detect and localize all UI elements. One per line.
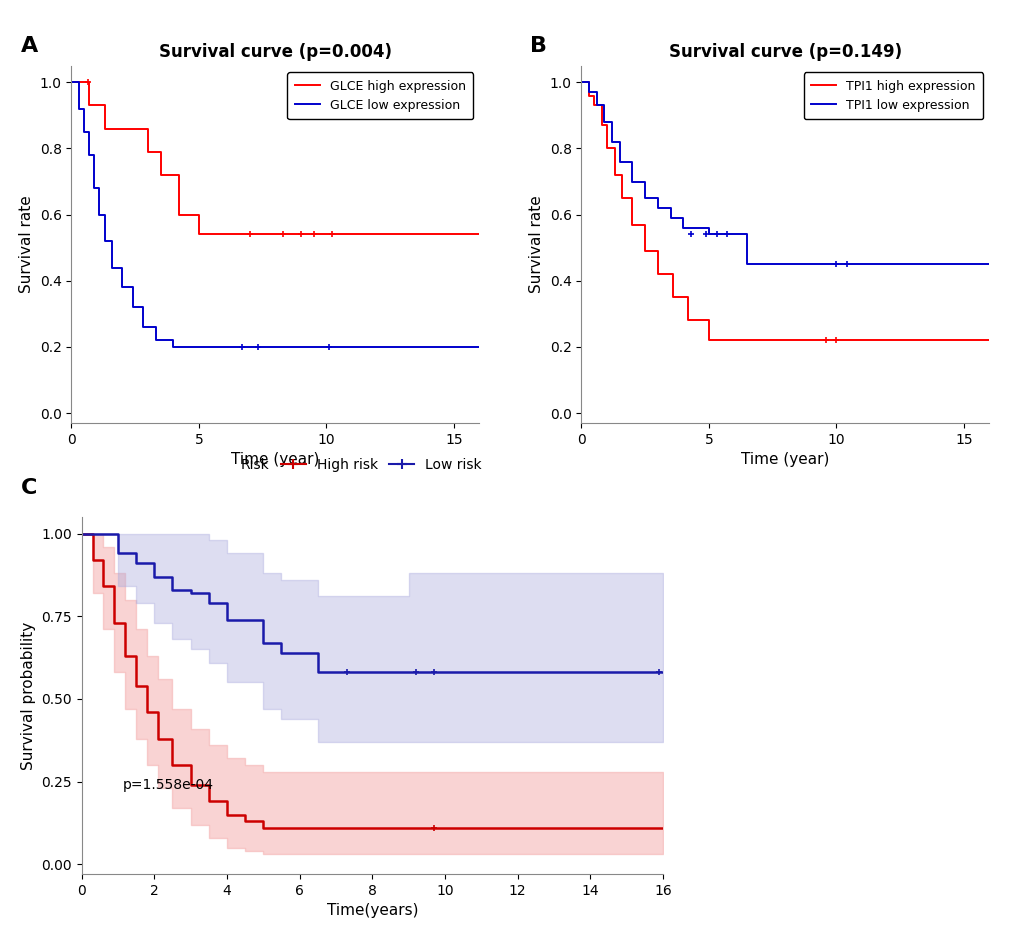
X-axis label: Time(years): Time(years) (326, 903, 418, 918)
Legend: TPI1 high expression, TPI1 low expression: TPI1 high expression, TPI1 low expressio… (803, 72, 982, 119)
X-axis label: Time (year): Time (year) (231, 452, 319, 467)
Y-axis label: Survival rate: Survival rate (19, 196, 34, 293)
Y-axis label: Survival rate: Survival rate (529, 196, 543, 293)
Legend: Risk, High risk, Low risk: Risk, High risk, Low risk (199, 452, 487, 478)
Title: Survival curve (p=0.004): Survival curve (p=0.004) (159, 43, 391, 61)
Legend: GLCE high expression, GLCE low expression: GLCE high expression, GLCE low expressio… (287, 72, 473, 119)
Text: C: C (20, 478, 37, 497)
X-axis label: Time (year): Time (year) (741, 452, 828, 467)
Title: Survival curve (p=0.149): Survival curve (p=0.149) (668, 43, 901, 61)
Y-axis label: Survival probability: Survival probability (20, 621, 36, 770)
Text: A: A (20, 36, 38, 55)
Text: p=1.558e-04: p=1.558e-04 (122, 778, 213, 791)
Text: B: B (530, 36, 547, 55)
